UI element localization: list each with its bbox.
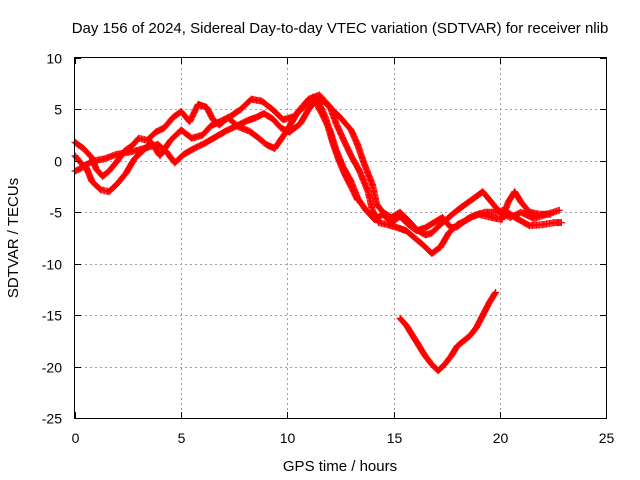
x-tick-label: 5 <box>178 430 186 446</box>
axis-ticks <box>75 58 607 419</box>
series-arc-5 <box>305 95 361 204</box>
x-tick-label: 25 <box>599 430 615 446</box>
series-arc-4 <box>396 289 500 375</box>
y-tick-label: -15 <box>42 308 62 324</box>
y-tick-label: -20 <box>42 360 62 376</box>
y-tick-label: 10 <box>46 51 62 67</box>
y-axis-label: SDTVAR / TECUs <box>5 178 22 298</box>
tick-labels: 0 5 10 15 20 25 -25 -20 -15 -10 -5 0 5 10 <box>42 51 615 447</box>
x-tick-label: 15 <box>387 430 403 446</box>
y-tick-label: 5 <box>54 102 62 118</box>
x-tick-label: 0 <box>72 430 80 446</box>
plot-border <box>74 57 607 419</box>
y-tick-label: -10 <box>42 257 62 273</box>
x-tick-label: 20 <box>493 430 509 446</box>
y-tick-label: -5 <box>50 205 63 221</box>
y-tick-label: 0 <box>54 154 62 170</box>
x-axis-label: GPS time / hours <box>283 458 397 475</box>
y-tick-label: -25 <box>42 411 62 427</box>
data-points <box>71 91 565 375</box>
x-tick-label: 10 <box>280 430 296 446</box>
chart-title: Day 156 of 2024, Sidereal Day-to-day VTE… <box>72 20 609 37</box>
